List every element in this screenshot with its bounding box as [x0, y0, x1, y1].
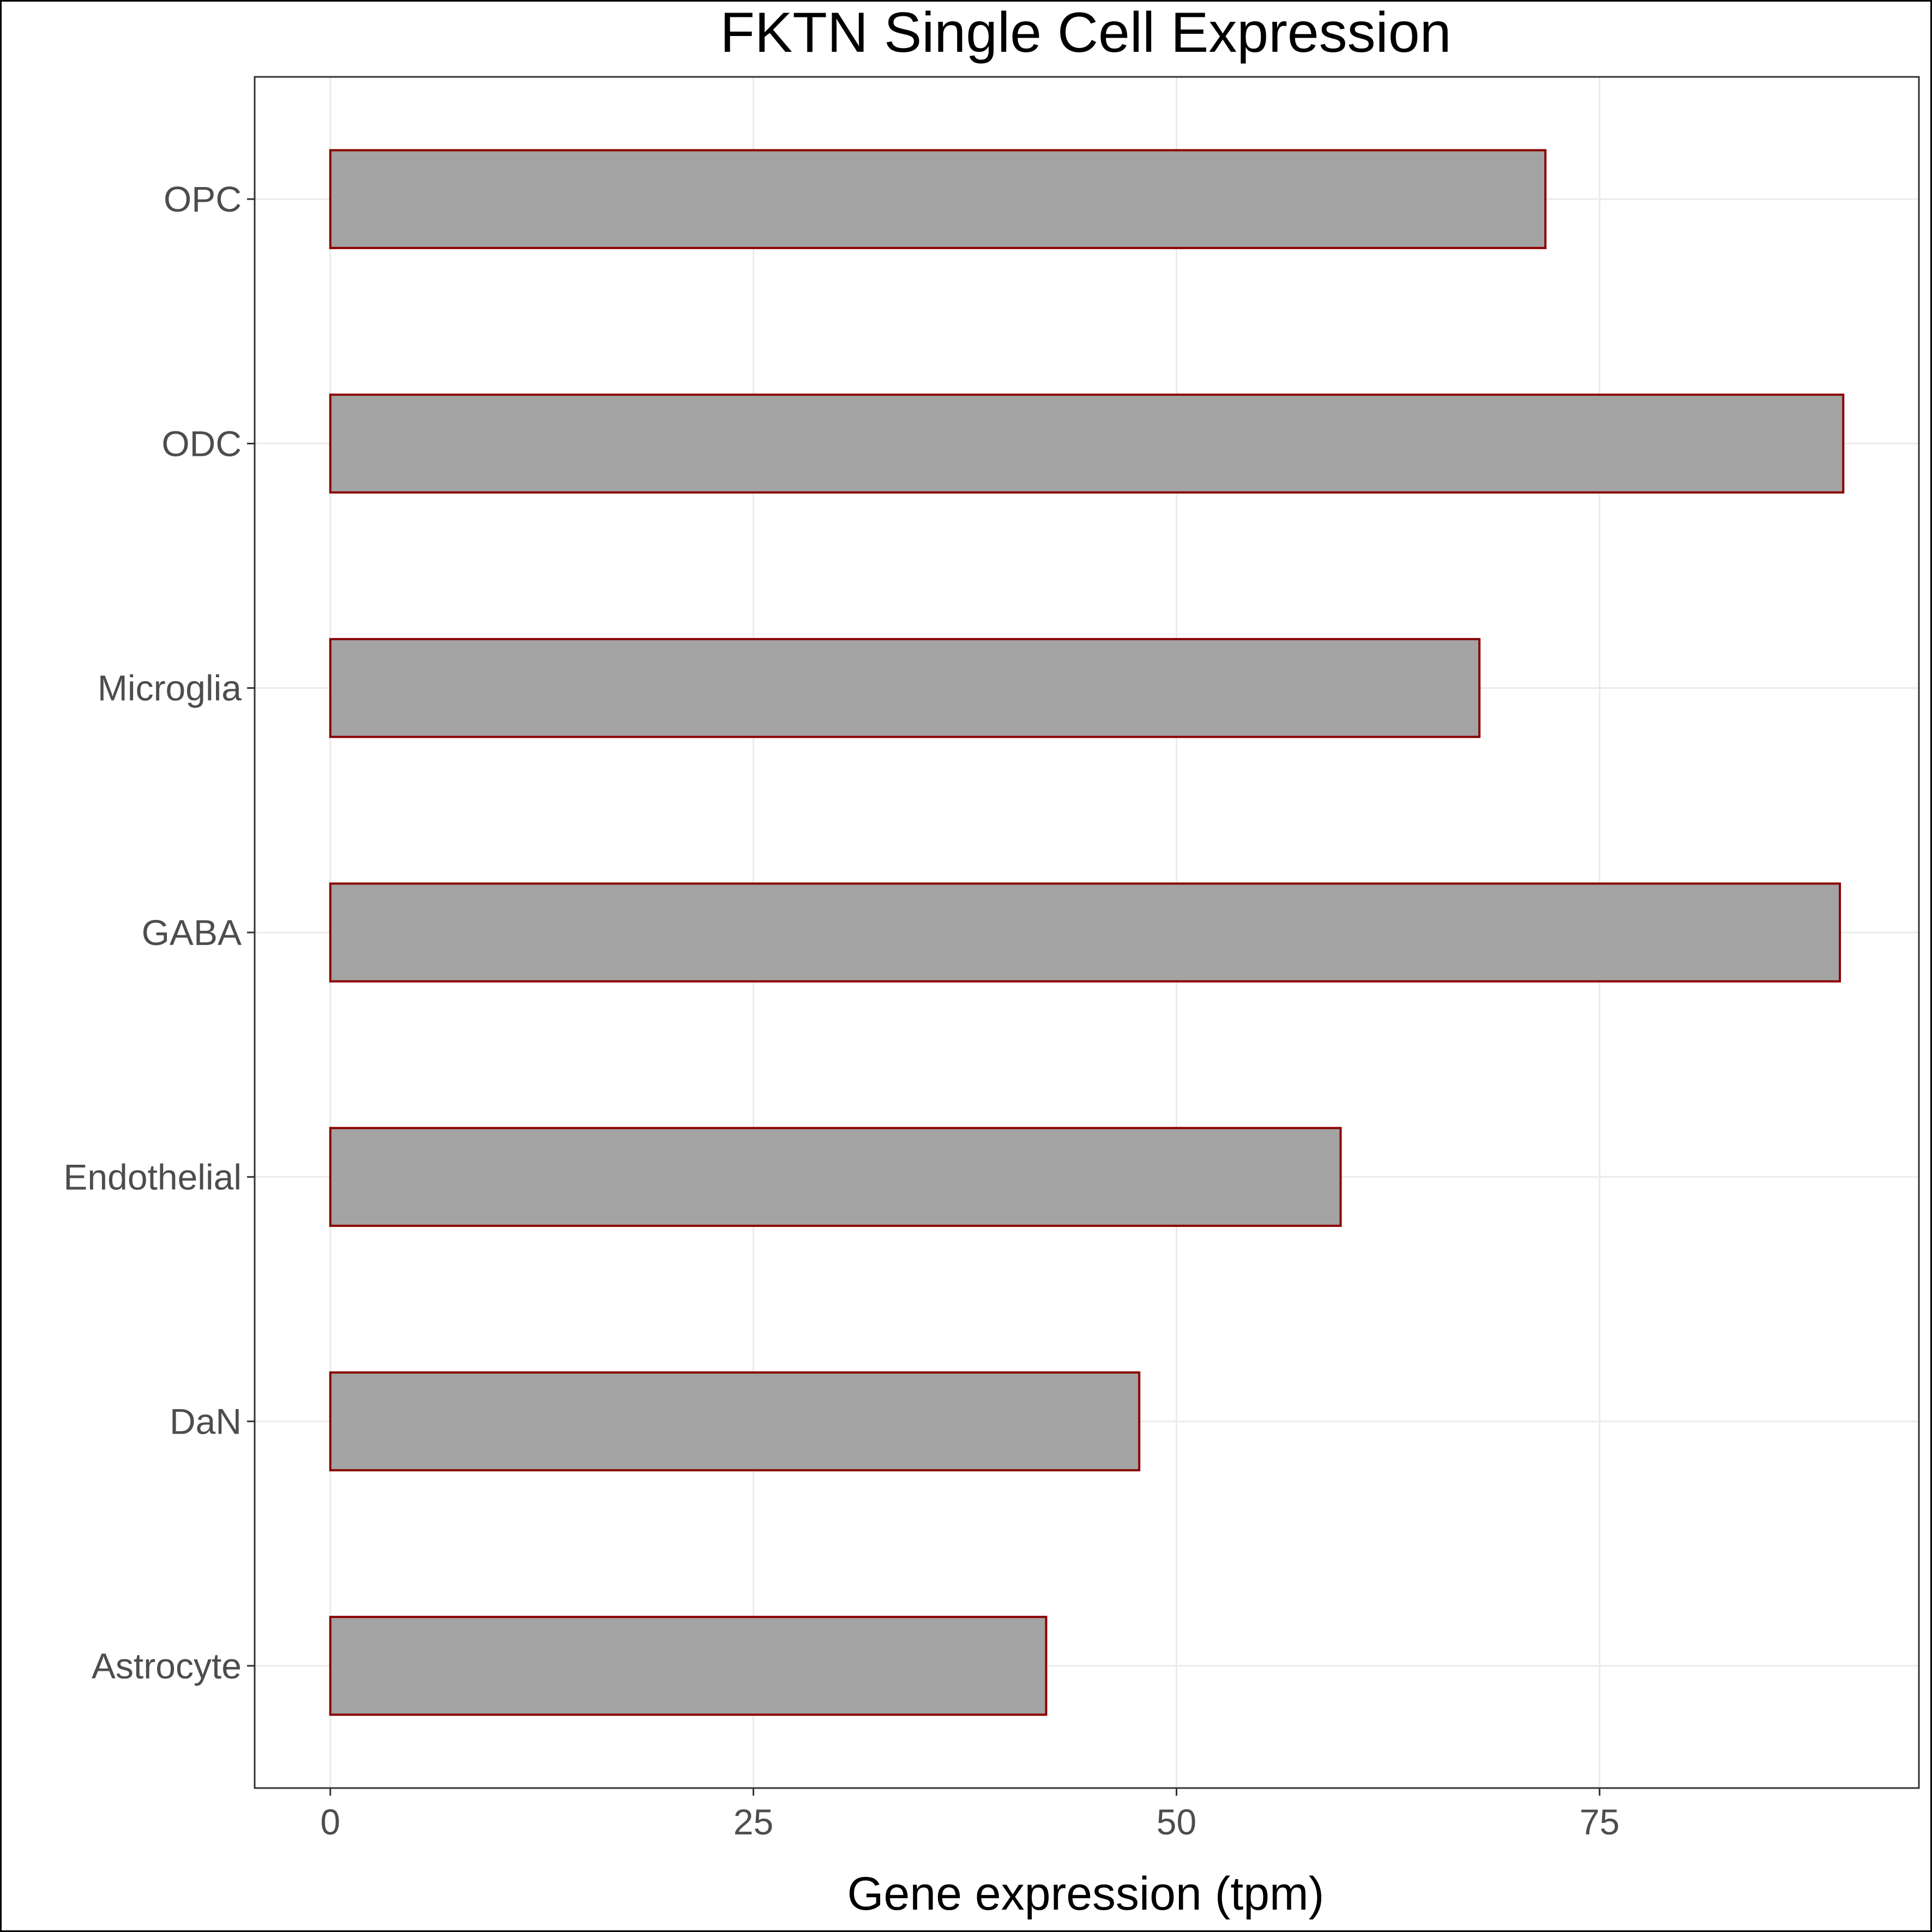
y-tick-label: Microglia: [98, 668, 242, 708]
y-tick-label: GABA: [142, 912, 242, 953]
y-tick-label: OPC: [164, 179, 242, 219]
x-axis-title: Gene expression (tpm): [847, 1868, 1325, 1920]
bar-microglia: [329, 638, 1481, 738]
x-tick-label: 0: [320, 1802, 340, 1842]
x-axis: 0 25 50 75: [320, 1788, 1620, 1842]
bar-opc: [329, 149, 1547, 249]
y-tick-label: DaN: [170, 1401, 242, 1442]
panel-border: [254, 76, 1920, 1789]
bars: [329, 149, 1845, 1716]
y-tick-label: Endothelial: [63, 1157, 242, 1197]
bar-astrocyte: [329, 1616, 1048, 1716]
x-tick-label: 50: [1157, 1802, 1196, 1842]
x-tick-label: 75: [1580, 1802, 1620, 1842]
x-tick-label: 25: [733, 1802, 773, 1842]
y-axis: Astrocyte DaN Endothelial GABA Microglia ODC O…: [63, 179, 255, 1686]
y-tick-label: Astrocyte: [92, 1646, 242, 1686]
bar-gaba: [329, 882, 1841, 983]
y-tick-label: ODC: [161, 423, 242, 464]
chart-title: FKTN Single Cell Expression: [720, 1, 1452, 64]
bar-odc: [329, 393, 1845, 494]
bar-endothelial: [329, 1127, 1342, 1227]
bar-dan: [329, 1371, 1141, 1472]
